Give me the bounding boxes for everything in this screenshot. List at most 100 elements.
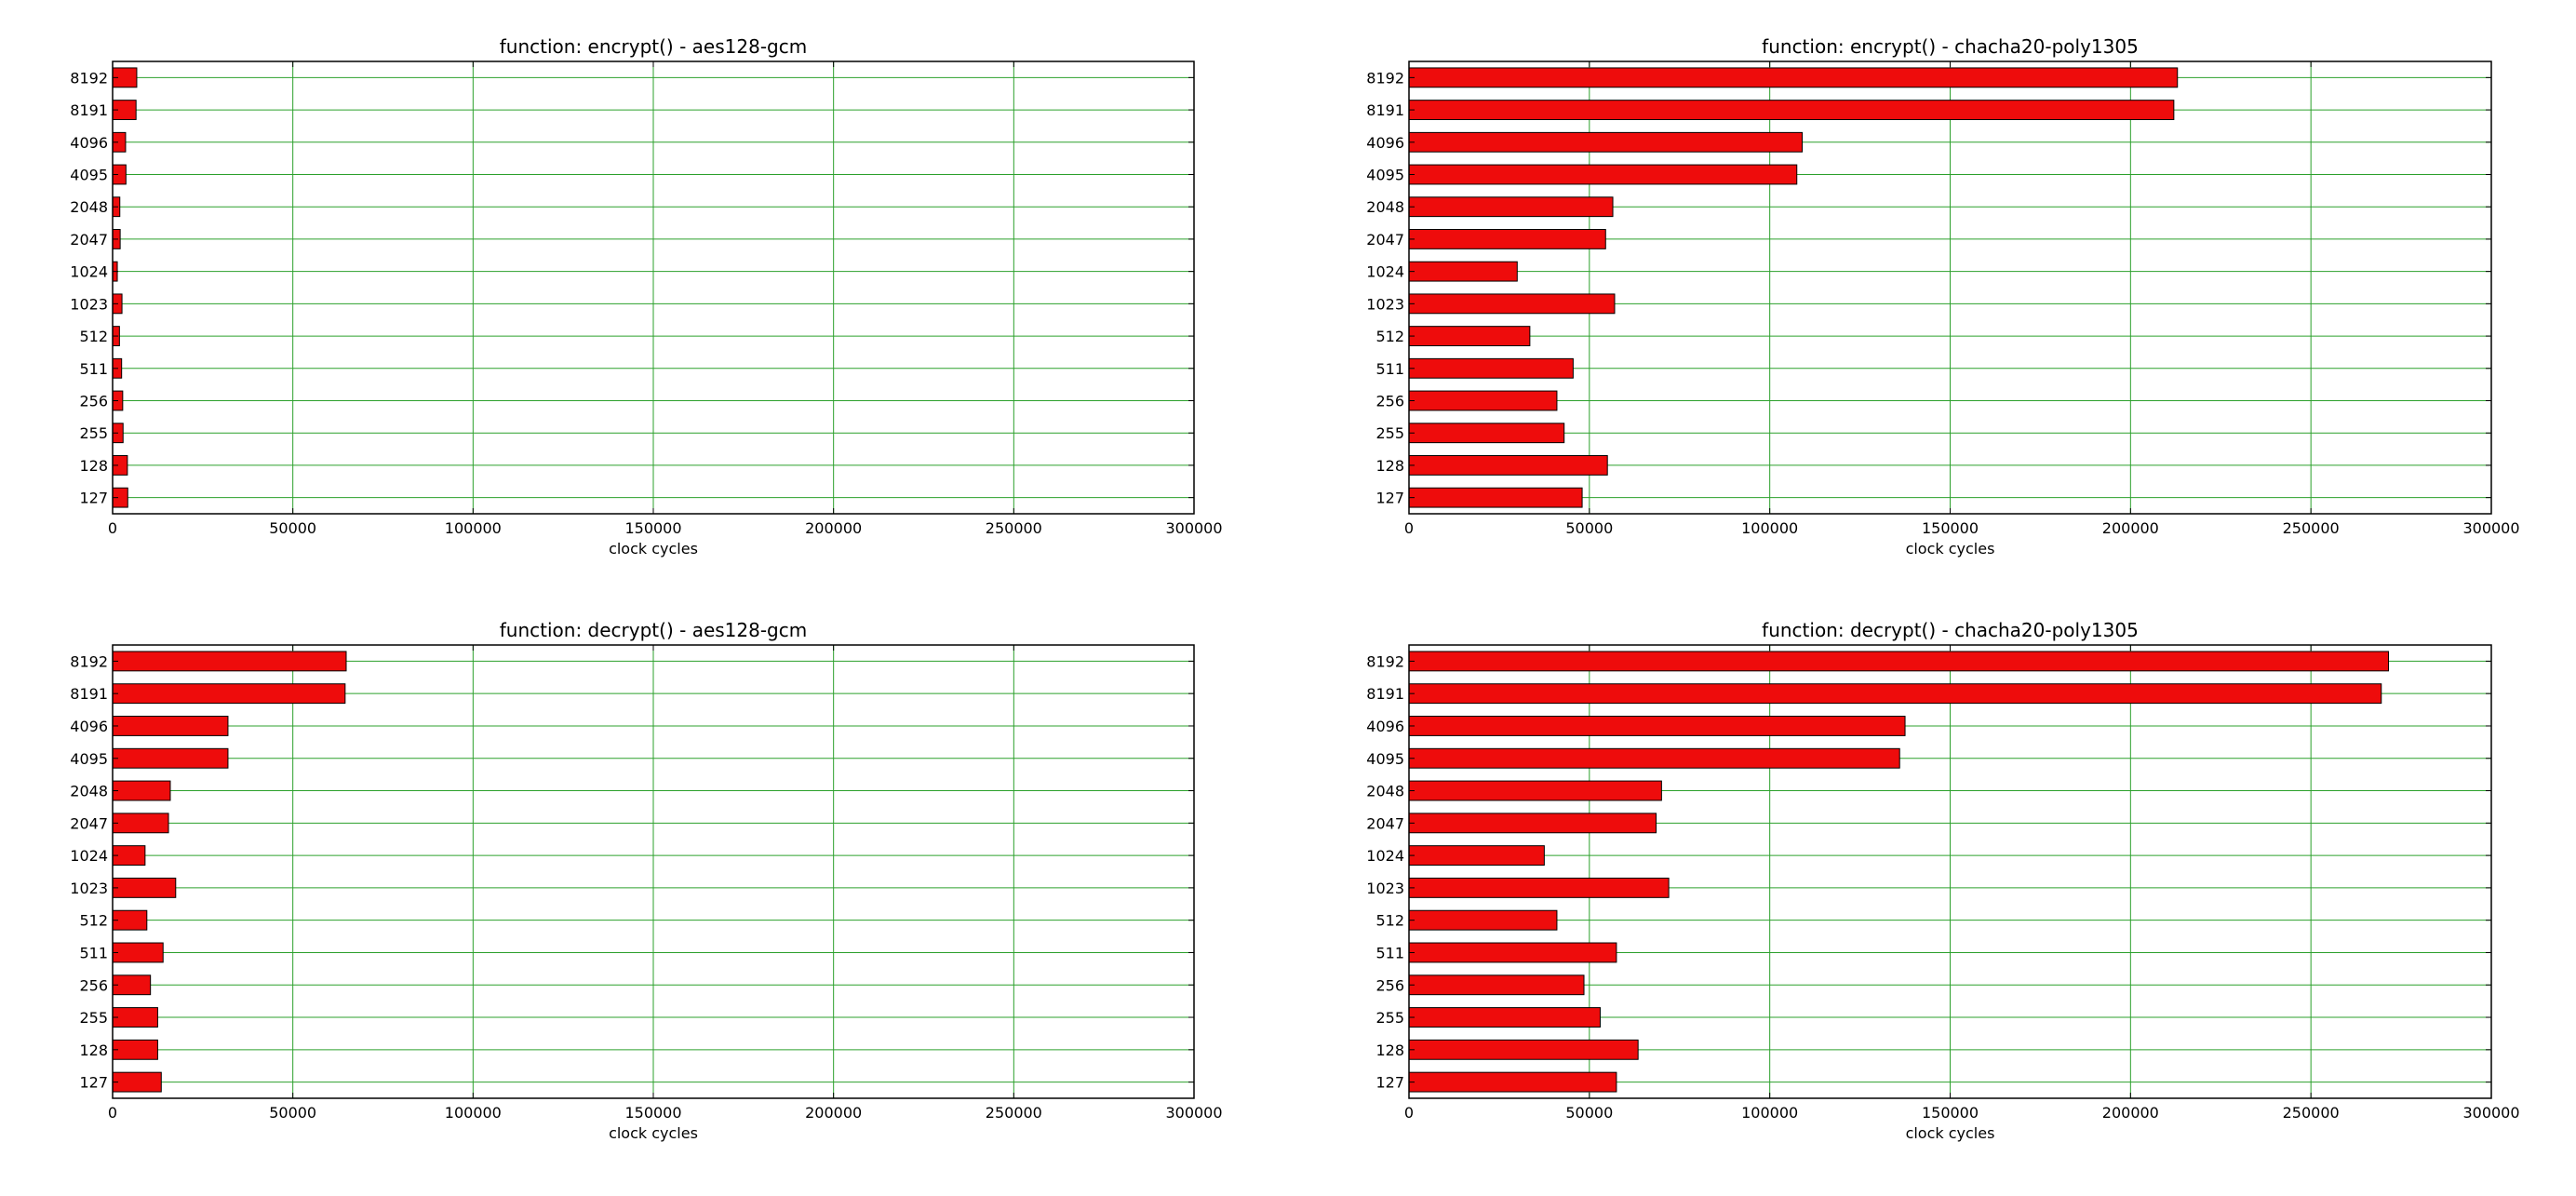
y-tick-label: 8192 (70, 652, 108, 670)
y-tick-label: 255 (79, 1009, 108, 1027)
y-tick-label: 2047 (1366, 231, 1404, 249)
y-tick-label: 4096 (1366, 718, 1404, 735)
x-tick-label: 0 (108, 1104, 117, 1122)
bar (1408, 196, 1614, 218)
y-tick-label: 2048 (1366, 783, 1404, 800)
x-tick-label: 150000 (1922, 519, 1979, 537)
y-tick-label: 4096 (1366, 134, 1404, 152)
x-tick-label: 200000 (2102, 519, 2159, 537)
y-tick-label: 2047 (70, 814, 108, 832)
y-tick-label: 127 (79, 490, 108, 507)
y-tick-label: 2047 (1366, 814, 1404, 832)
y-tick-label: 256 (79, 976, 108, 994)
x-tick-label: 0 (1404, 1104, 1414, 1122)
x-tick-label: 100000 (1741, 519, 1798, 537)
x-tick-label: 250000 (2283, 1104, 2340, 1122)
x-axis-label: clock cycles (1906, 1124, 1995, 1142)
bar (1408, 357, 1574, 379)
y-tick-label: 256 (1375, 393, 1404, 410)
x-tick-label: 150000 (624, 519, 681, 537)
bar (112, 1071, 162, 1093)
x-tick-label: 200000 (2102, 1104, 2159, 1122)
y-tick-label: 8192 (1366, 69, 1404, 87)
y-tick-label: 4095 (1366, 167, 1404, 184)
y-tick-label: 511 (1375, 360, 1404, 378)
x-tick-label: 300000 (1165, 1104, 1222, 1122)
bar (1408, 780, 1662, 801)
y-tick-label: 255 (1375, 1009, 1404, 1027)
y-tick-label: 1023 (1366, 880, 1404, 897)
bar (112, 716, 229, 736)
bar (1408, 131, 1804, 153)
y-tick-label: 256 (79, 393, 108, 410)
x-tick-label: 50000 (269, 1104, 316, 1122)
bar (1408, 909, 1558, 931)
y-tick-label: 511 (79, 360, 108, 378)
bar (1408, 683, 2382, 705)
bar (1408, 747, 1900, 769)
chart-panel: 127 128 255 256 511 512 1023 1024 2047 2048 4095 40… (70, 619, 1222, 1142)
y-tick-label: 127 (1375, 490, 1404, 507)
y-tick-label: 1024 (1366, 847, 1404, 865)
x-tick-label: 250000 (2283, 519, 2340, 537)
bar (1408, 974, 1585, 996)
bar (112, 651, 347, 672)
x-axis-label: clock cycles (609, 540, 698, 558)
y-tick-label: 4095 (70, 750, 108, 768)
bar (1408, 813, 1657, 834)
y-tick-label: 512 (1375, 912, 1404, 930)
y-tick-label: 1024 (70, 263, 108, 281)
x-tick-label: 50000 (1565, 1104, 1613, 1122)
x-tick-label: 200000 (805, 1104, 862, 1122)
bar (1408, 293, 1616, 315)
chart-title: function: decrypt() - chacha20-poly1305 (1762, 619, 2139, 641)
y-tick-label: 2048 (1366, 198, 1404, 216)
y-tick-label: 511 (1375, 944, 1404, 961)
x-tick-label: 250000 (986, 519, 1042, 537)
bar (112, 813, 169, 834)
x-tick-label: 200000 (805, 519, 862, 537)
bar (1408, 942, 1617, 963)
bar (1408, 326, 1531, 346)
y-tick-label: 4095 (1366, 750, 1404, 768)
bar (1408, 423, 1565, 444)
x-tick-label: 0 (108, 519, 117, 537)
y-tick-label: 512 (1375, 328, 1404, 345)
x-tick-label: 100000 (445, 1104, 502, 1122)
x-tick-label: 100000 (445, 519, 502, 537)
bar (1408, 877, 1670, 898)
bar (1408, 164, 1798, 185)
y-tick-label: 1023 (70, 880, 108, 897)
x-tick-label: 100000 (1741, 1104, 1798, 1122)
bar (112, 974, 152, 996)
y-tick-label: 512 (79, 912, 108, 930)
bar (1408, 1007, 1601, 1028)
bar (112, 877, 177, 898)
bar (112, 942, 164, 963)
y-tick-label: 128 (79, 1041, 108, 1059)
bar (1408, 100, 2175, 120)
chart-title: function: decrypt() - aes128-gcm (500, 619, 807, 641)
y-tick-label: 2048 (70, 198, 108, 216)
y-tick-label: 8192 (1366, 652, 1404, 670)
bar (1408, 716, 1906, 736)
bar (1408, 261, 1518, 282)
y-tick-label: 8191 (1366, 685, 1404, 703)
bar (1408, 651, 2390, 672)
x-tick-label: 0 (1404, 519, 1414, 537)
x-tick-label: 300000 (2462, 1104, 2519, 1122)
y-tick-label: 1023 (70, 295, 108, 313)
bar (112, 747, 229, 769)
x-tick-label: 300000 (2462, 519, 2519, 537)
x-tick-label: 150000 (1922, 1104, 1979, 1122)
bar (112, 683, 346, 705)
y-tick-label: 2048 (70, 783, 108, 800)
y-tick-label: 512 (79, 328, 108, 345)
y-tick-label: 128 (79, 457, 108, 475)
bar (1408, 67, 2179, 88)
chart-title: function: encrypt() - chacha20-poly1305 (1762, 35, 2139, 58)
y-tick-label: 4096 (70, 718, 108, 735)
bar (1408, 1039, 1639, 1060)
